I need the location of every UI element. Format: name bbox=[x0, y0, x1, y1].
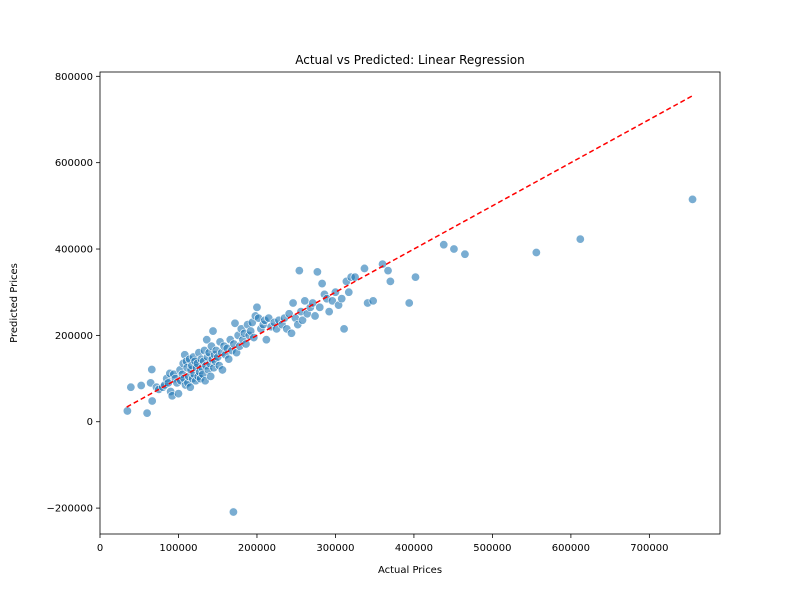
data-point bbox=[460, 249, 470, 259]
x-tick-label: 400000 bbox=[395, 543, 433, 554]
x-axis: 0 100000 200000 300000 400000 500000 600000 700… bbox=[97, 534, 668, 554]
data-point bbox=[202, 335, 212, 345]
data-point bbox=[368, 296, 378, 306]
y-tick-label: 400000 bbox=[55, 245, 93, 256]
data-point bbox=[217, 365, 227, 375]
data-point bbox=[224, 354, 234, 364]
y-tick-label: −200000 bbox=[46, 504, 93, 515]
x-tick-label: 100000 bbox=[159, 543, 197, 554]
data-point bbox=[339, 324, 349, 334]
x-tick-label: 0 bbox=[97, 543, 103, 554]
plot-frame bbox=[99, 71, 721, 535]
data-point bbox=[173, 389, 183, 399]
data-point bbox=[185, 382, 195, 392]
y-axis-label: Predicted Prices bbox=[9, 263, 20, 343]
data-point bbox=[122, 406, 132, 416]
data-point bbox=[230, 318, 240, 328]
y-tick-label: 600000 bbox=[55, 158, 93, 169]
data-point bbox=[136, 380, 146, 390]
x-tick-label: 200000 bbox=[238, 543, 276, 554]
data-point bbox=[449, 244, 459, 254]
x-tick-label: 700000 bbox=[630, 543, 668, 554]
chart-title: Actual vs Predicted: Linear Regression bbox=[295, 53, 525, 67]
x-tick-label: 600000 bbox=[552, 543, 590, 554]
data-point bbox=[206, 371, 216, 381]
data-point bbox=[228, 507, 238, 517]
data-point bbox=[252, 302, 262, 312]
x-tick-label: 300000 bbox=[316, 543, 354, 554]
data-point bbox=[317, 279, 327, 289]
y-tick-label: 200000 bbox=[55, 331, 93, 342]
data-point bbox=[261, 335, 271, 345]
data-point bbox=[126, 382, 136, 392]
data-point bbox=[350, 272, 360, 282]
y-axis: −200000 0 200000 400000 600000 800000 bbox=[46, 72, 100, 515]
data-point bbox=[294, 266, 304, 276]
data-point bbox=[142, 408, 152, 418]
data-point bbox=[208, 326, 218, 336]
data-point bbox=[359, 263, 369, 273]
x-axis-label: Actual Prices bbox=[378, 565, 442, 576]
data-point bbox=[327, 296, 337, 306]
data-point bbox=[286, 328, 296, 338]
y-tick-label: 0 bbox=[87, 417, 93, 428]
data-point bbox=[575, 234, 585, 244]
data-point bbox=[297, 315, 307, 325]
data-point bbox=[147, 396, 157, 406]
data-point bbox=[410, 272, 420, 282]
data-point bbox=[310, 311, 320, 321]
y-tick-label: 800000 bbox=[55, 72, 93, 83]
data-point bbox=[385, 276, 395, 286]
data-point bbox=[324, 307, 334, 317]
data-point bbox=[330, 287, 340, 297]
perfect-prediction-line bbox=[126, 95, 693, 408]
plot-area bbox=[99, 71, 721, 535]
data-point bbox=[337, 294, 347, 304]
data-point bbox=[383, 266, 393, 276]
data-point bbox=[288, 298, 298, 308]
data-point bbox=[147, 364, 157, 374]
x-tick-label: 500000 bbox=[473, 543, 511, 554]
data-point bbox=[439, 240, 449, 250]
data-point bbox=[315, 302, 325, 312]
data-point bbox=[404, 298, 414, 308]
data-point bbox=[344, 287, 354, 297]
data-point bbox=[688, 194, 698, 204]
data-point bbox=[312, 267, 322, 277]
data-point bbox=[531, 247, 541, 257]
